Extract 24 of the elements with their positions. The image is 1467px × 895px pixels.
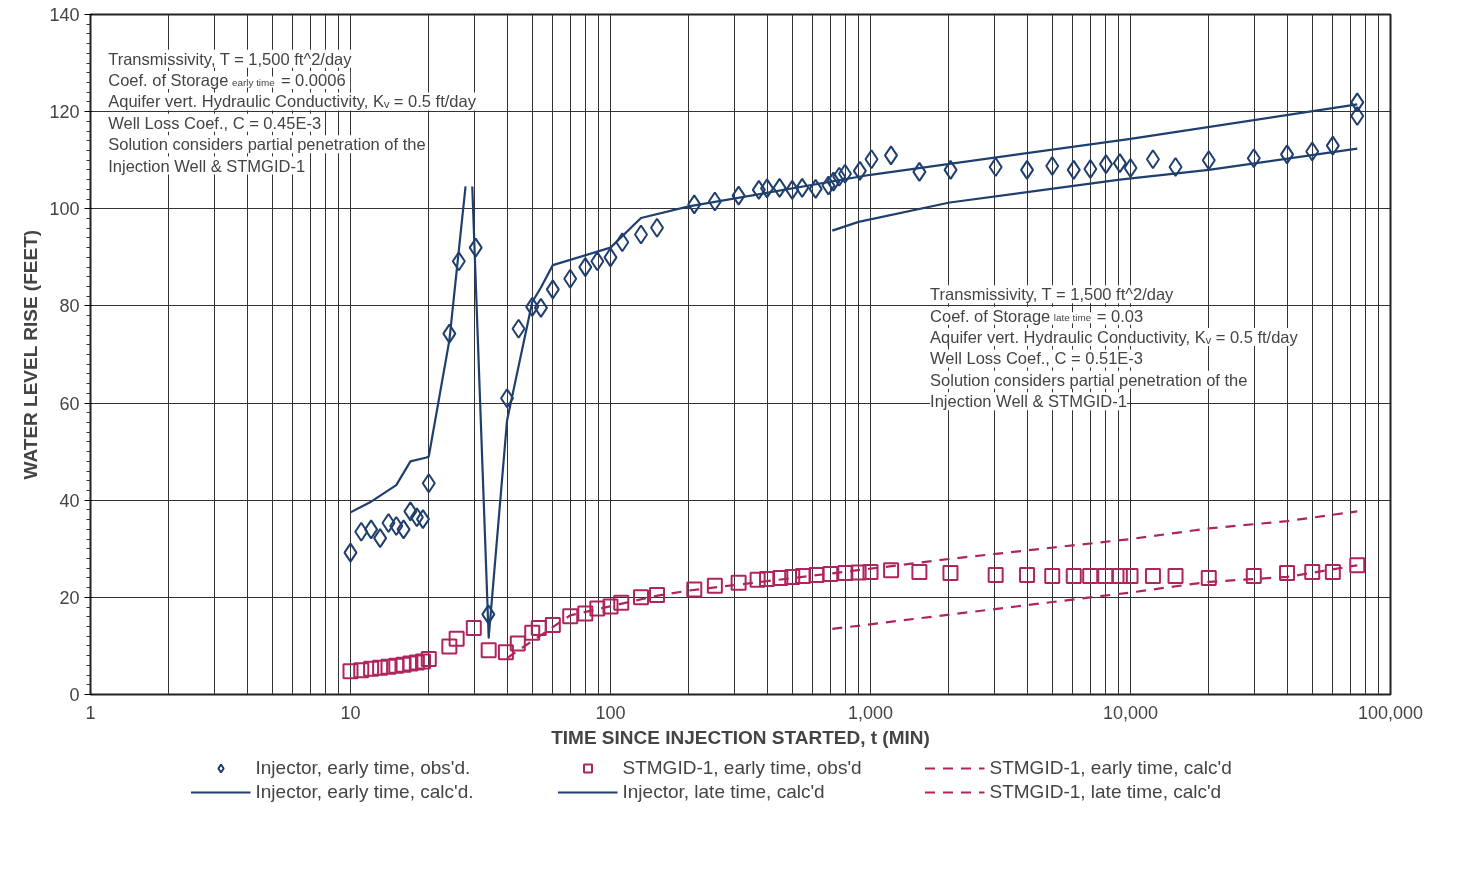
- y-tick-label: 20: [59, 587, 80, 608]
- legend-label: Injector, late time, calc'd: [622, 781, 826, 803]
- legend-label: STMGID-1, early time, calc'd: [989, 757, 1233, 779]
- x-tick-label: 1: [85, 702, 96, 723]
- y-tick-label: 120: [49, 102, 80, 123]
- y-tick-label: 0: [69, 685, 80, 705]
- x-tick-label: 10,000: [1102, 702, 1159, 723]
- legend-label: Injector, early time, calc'd.: [255, 781, 475, 803]
- x-tick-label: 100,000: [1357, 702, 1424, 723]
- x-tick-label: 10: [340, 702, 361, 723]
- annotation: Transmissivity, T = 1,500 ft^2/day Coef. of Storage late time = 0.03 Aquifer vert. Hydraulic Conductivity, Kᵥ = 0.5 ft/day Well Loss Coef., C = 0.51E-3 Solution considers partial penetration of the Injection Well & STMGID-1: [930, 285, 1299, 411]
- x-axis-title: TIME SINCE INJECTION STARTED, t (MIN): [551, 726, 930, 748]
- x-tick-label: 1,000: [847, 702, 894, 723]
- legend-label: Injector, early time, obs'd.: [255, 757, 472, 779]
- x-tick-label: 100: [595, 702, 626, 723]
- y-tick-label: 80: [59, 296, 80, 317]
- y-tick-label: 140: [49, 5, 80, 25]
- annotation: Transmissivity, T = 1,500 ft^2/day Coef. of Storage early time = 0.0006 Aquifer vert. Hydraulic Conductivity, Kᵥ = 0.5 ft/day Well Loss Coef., C = 0.45E-3 Solution considers partial penetration of the Injection Well & STMGID-1: [108, 49, 477, 175]
- y-tick-label: 40: [59, 490, 80, 511]
- y-axis-title: WATER LEVEL RISE (FEET): [20, 229, 42, 480]
- legend-label: STMGID-1, early time, obs'd: [622, 757, 863, 779]
- y-tick-label: 100: [49, 199, 80, 220]
- y-tick-label: 60: [59, 393, 80, 414]
- legend-label: STMGID-1, late time, calc'd: [989, 781, 1223, 803]
